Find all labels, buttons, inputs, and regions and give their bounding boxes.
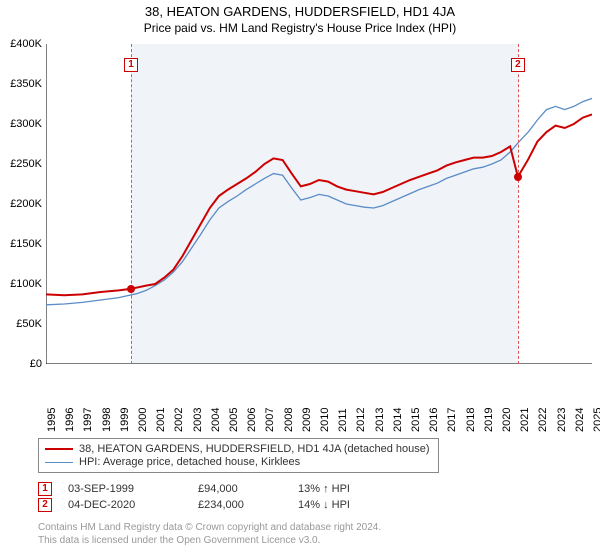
transaction-price: £234,000 — [198, 499, 298, 511]
x-tick-label: 1996 — [64, 408, 76, 432]
x-tick-label: 2007 — [264, 408, 276, 432]
x-tick-label: 2006 — [246, 408, 258, 432]
x-tick-label: 1997 — [82, 408, 94, 432]
x-tick-label: 2009 — [301, 408, 313, 432]
series-hpi — [46, 98, 592, 304]
x-tick-label: 2012 — [355, 408, 367, 432]
transaction-hpi: 14% ↓ HPI — [298, 499, 418, 511]
legend-row: HPI: Average price, detached house, Kirk… — [45, 456, 430, 468]
x-tick-label: 2000 — [137, 408, 149, 432]
x-tick-label: 2024 — [574, 408, 586, 432]
y-tick-label: £50K — [0, 318, 42, 330]
x-tick-label: 1998 — [101, 408, 113, 432]
x-tick-label: 2019 — [483, 408, 495, 432]
legend-row: 38, HEATON GARDENS, HUDDERSFIELD, HD1 4J… — [45, 443, 430, 455]
transaction-date: 04-DEC-2020 — [68, 499, 198, 511]
x-tick-label: 2010 — [319, 408, 331, 432]
y-tick-label: £100K — [0, 278, 42, 290]
marker-line — [518, 44, 519, 364]
legend: 38, HEATON GARDENS, HUDDERSFIELD, HD1 4J… — [38, 438, 568, 473]
series-subject — [46, 114, 592, 295]
x-tick-label: 2023 — [556, 408, 568, 432]
x-tick-label: 2022 — [537, 408, 549, 432]
x-tick-label: 2025 — [592, 408, 600, 432]
transaction-row: 1 03-SEP-1999£94,00013% ↑ HPI — [38, 482, 568, 496]
x-tick-label: 2008 — [283, 408, 295, 432]
y-tick-label: £0 — [0, 358, 42, 370]
x-tick-label: 2003 — [192, 408, 204, 432]
y-tick-label: £400K — [0, 38, 42, 50]
x-tick-label: 1995 — [46, 408, 58, 432]
x-tick-label: 2001 — [155, 408, 167, 432]
x-tick-label: 2020 — [501, 408, 513, 432]
marker-dot — [127, 285, 135, 293]
x-tick-label: 2017 — [446, 408, 458, 432]
transaction-date: 03-SEP-1999 — [68, 483, 198, 495]
transaction-number: 2 — [38, 498, 52, 512]
plot-region: 12 — [46, 44, 592, 364]
x-tick-label: 1999 — [119, 408, 131, 432]
chart-area: 12 £0£50K£100K£150K£200K£250K£300K£350K£… — [0, 44, 600, 394]
x-tick-label: 2013 — [374, 408, 386, 432]
x-tick-label: 2004 — [210, 408, 222, 432]
marker-number: 1 — [124, 58, 138, 72]
subtitle: Price paid vs. HM Land Registry's House … — [0, 21, 600, 35]
y-tick-label: £200K — [0, 198, 42, 210]
transaction-number: 1 — [38, 482, 52, 496]
marker-dot — [514, 173, 522, 181]
legend-label: HPI: Average price, detached house, Kirk… — [79, 456, 300, 468]
x-tick-label: 2021 — [519, 408, 531, 432]
legend-box: 38, HEATON GARDENS, HUDDERSFIELD, HD1 4J… — [38, 438, 439, 473]
y-tick-label: £350K — [0, 78, 42, 90]
x-tick-label: 2016 — [428, 408, 440, 432]
transaction-hpi: 13% ↑ HPI — [298, 483, 418, 495]
footer-line2: This data is licensed under the Open Gov… — [38, 535, 578, 548]
x-tick-label: 2018 — [465, 408, 477, 432]
legend-swatch — [45, 462, 73, 463]
y-tick-label: £300K — [0, 118, 42, 130]
x-tick-label: 2011 — [337, 408, 349, 432]
marker-number: 2 — [511, 58, 525, 72]
address-title: 38, HEATON GARDENS, HUDDERSFIELD, HD1 4J… — [0, 4, 600, 19]
transaction-row: 2 04-DEC-2020£234,00014% ↓ HPI — [38, 498, 568, 512]
line-series-svg — [46, 44, 592, 364]
y-tick-label: £250K — [0, 158, 42, 170]
x-tick-label: 2014 — [392, 408, 404, 432]
footer-line1: Contains HM Land Registry data © Crown c… — [38, 522, 578, 535]
y-tick-label: £150K — [0, 238, 42, 250]
legend-swatch — [45, 448, 73, 450]
x-tick-label: 2015 — [410, 408, 422, 432]
marker-line — [131, 44, 132, 364]
chart-titles: 38, HEATON GARDENS, HUDDERSFIELD, HD1 4J… — [0, 0, 600, 35]
transactions-table: 1 03-SEP-1999£94,00013% ↑ HPI 2 04-DEC-2020… — [38, 480, 568, 514]
x-tick-label: 2002 — [173, 408, 185, 432]
legend-label: 38, HEATON GARDENS, HUDDERSFIELD, HD1 4J… — [79, 443, 430, 455]
transaction-price: £94,000 — [198, 483, 298, 495]
x-tick-label: 2005 — [228, 408, 240, 432]
footer-attribution: Contains HM Land Registry data © Crown c… — [38, 522, 578, 547]
